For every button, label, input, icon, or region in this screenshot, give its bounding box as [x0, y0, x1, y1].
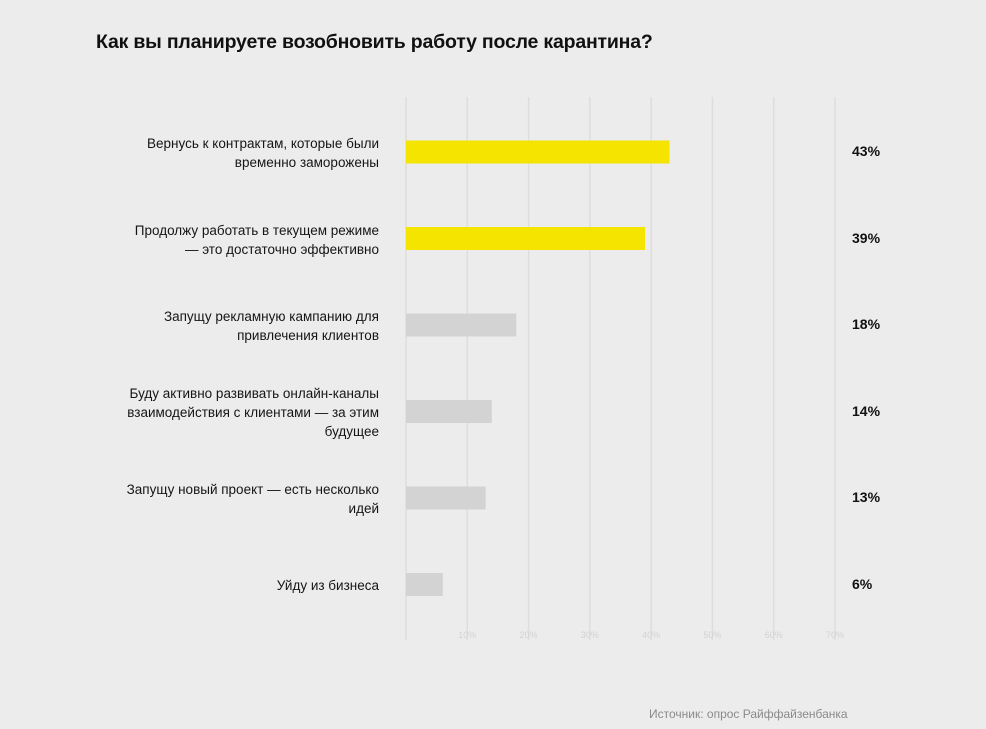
value-label: 6% [852, 575, 873, 592]
category-label: Уйду из бизнеса [276, 578, 379, 593]
x-tick-label: 60% [764, 630, 783, 640]
value-label: 43% [852, 143, 881, 159]
bar [406, 227, 646, 250]
category-label: Вернусь к контрактам, которые были време… [147, 136, 379, 170]
source-note: Источник: опрос Райффайзенбанка [649, 707, 848, 721]
value-label: 14% [852, 402, 881, 419]
category-label: Запущу новый проект — есть несколько иде… [126, 482, 379, 516]
x-tick-label: 40% [642, 630, 661, 640]
x-tick-label: 30% [580, 630, 599, 640]
bar [406, 140, 670, 164]
bar [406, 573, 443, 596]
x-tick-label: 70% [825, 630, 845, 640]
category-label: Буду активно развивать онлайн-каналы вза… [127, 386, 379, 439]
x-tick-label: 10% [458, 630, 477, 640]
x-tick-label: 20% [519, 630, 538, 640]
category-label: Продолжу работать в текущем режиме — это… [134, 222, 379, 257]
chart-title: Как вы планируете возобновить работу пос… [96, 31, 653, 53]
category-label: Запущу рекламную кампанию для привлечени… [163, 309, 379, 343]
bar [406, 486, 486, 510]
bar [406, 400, 492, 423]
bar [406, 313, 517, 337]
x-tick-label: 50% [703, 630, 722, 640]
value-label: 18% [852, 316, 881, 332]
value-label: 13% [852, 489, 881, 505]
value-label: 39% [852, 229, 881, 246]
